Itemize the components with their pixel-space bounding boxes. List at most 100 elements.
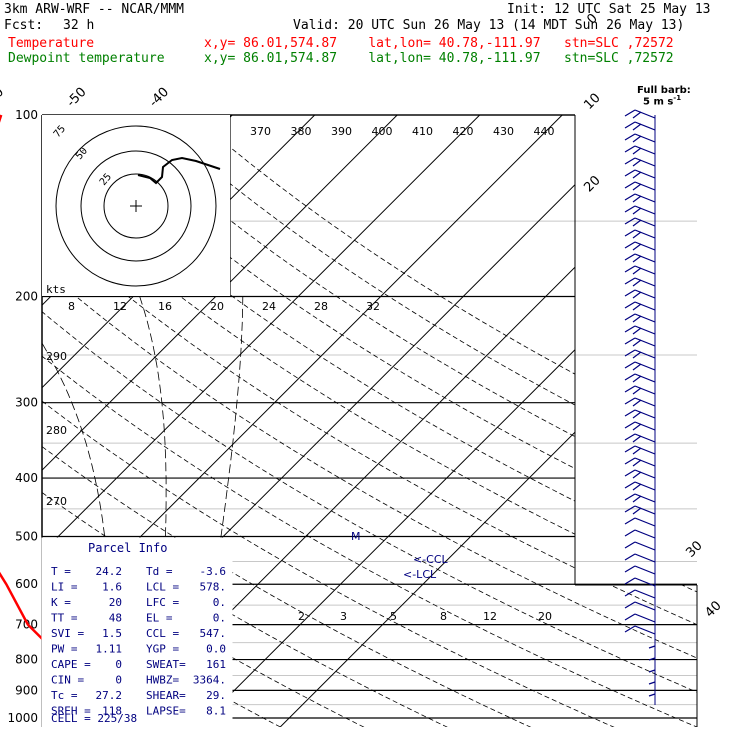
theta-e-tick-label: 20 — [210, 300, 224, 313]
theta-e-tick-label: 8 — [68, 300, 75, 313]
wind-barb-flag — [632, 351, 642, 359]
wind-barb-flag — [624, 577, 636, 585]
wind-barb-flag — [624, 385, 636, 393]
wind-barb-flag — [632, 363, 642, 371]
wind-barb — [634, 277, 656, 287]
wind-barb-flag — [624, 601, 636, 609]
isotherm-tick-label: 30 — [683, 538, 705, 560]
wind-barb — [634, 289, 656, 299]
parcel-row-value-2: -3.6 — [200, 565, 227, 578]
wind-barb — [634, 529, 656, 539]
wind-barb — [648, 645, 656, 649]
valid-time: Valid: 20 UTC Sun 26 May 13 (14 MDT Sun … — [293, 18, 685, 33]
wind-barb — [648, 657, 656, 661]
mixing-ratio-label: 20 — [538, 610, 552, 623]
wind-barb-flag — [624, 397, 636, 405]
wind-barb-flag — [624, 481, 636, 489]
wind-barb — [634, 505, 656, 515]
temperature-location: x,y= 86.01,574.87 lat,lon= 40.78,-111.97… — [204, 36, 674, 51]
wind-barb — [634, 577, 656, 587]
wind-barb-flag — [632, 423, 642, 431]
wind-barb — [634, 157, 656, 167]
wind-barb — [634, 517, 656, 527]
parcel-row-value: 1.11 — [96, 643, 123, 656]
wind-barb-flag — [624, 409, 636, 417]
wind-barb — [634, 385, 656, 395]
wind-barb — [634, 589, 656, 599]
wind-barb-flag — [632, 111, 642, 119]
parcel-row-value-2: 0.0 — [206, 643, 226, 656]
wind-barb — [634, 565, 656, 575]
wind-barb — [634, 397, 656, 407]
wind-barb — [634, 193, 656, 203]
wind-barb-flag — [624, 133, 636, 141]
parcel-info-title: Parcel Info — [88, 541, 167, 555]
wind-barb — [634, 349, 656, 359]
wind-barb-flag — [632, 207, 642, 215]
temperature-legend: Temperature — [8, 36, 95, 51]
wind-barb-flag — [624, 505, 636, 513]
barb-legend-exponent: -1 — [673, 94, 682, 102]
pressure-tick-label: 800 — [15, 653, 38, 667]
parcel-row-value: 24.2 — [96, 565, 123, 578]
wind-barb-flag — [624, 433, 636, 441]
theta-e-tick-label: 28 — [314, 300, 328, 313]
forecast-hours: 32 h — [63, 18, 95, 33]
wind-barb-flag — [624, 565, 636, 573]
wind-barb-flag — [632, 315, 642, 323]
ccl-marker: <-CCL — [413, 553, 449, 566]
wind-barb — [634, 205, 656, 215]
hodograph-ring — [80, 150, 192, 262]
pressure-tick-label: 1000 — [7, 711, 38, 725]
wind-barb-flag — [632, 183, 642, 191]
hodograph-ring — [55, 125, 217, 287]
isotherm — [42, 115, 481, 727]
wind-barb — [634, 409, 656, 419]
wind-barb-flag — [624, 469, 636, 477]
pressure-tick-label: 400 — [15, 471, 38, 485]
init-time: Init: 12 UTC Sat 25 May 13 — [507, 2, 711, 17]
wind-barb-flag — [624, 289, 636, 297]
wind-barb-flag — [632, 219, 642, 227]
wind-barb-flag — [632, 123, 642, 131]
isotherm-tick-label: 40 — [702, 598, 724, 620]
parcel-row-value: 0 — [115, 674, 122, 687]
wind-barb-flag — [624, 241, 636, 249]
parcel-row-value: 48 — [109, 612, 122, 625]
wind-barb — [634, 109, 656, 119]
dewpoint-legend: Dewpoint temperature — [8, 51, 165, 66]
wind-barb-flag — [632, 447, 642, 455]
wind-barb-flag — [624, 457, 636, 465]
pressure-tick-label: 500 — [15, 529, 38, 543]
parcel-row-value: 27.2 — [96, 689, 123, 702]
wind-barb — [634, 433, 656, 443]
parcel-row-value-2: 0. — [213, 596, 226, 609]
wind-barb-flag — [632, 267, 642, 275]
mixing-ratio-label: 12 — [483, 610, 497, 623]
forecast-label: Fcst: — [4, 18, 44, 33]
parcel-row-label-2: LCL = — [146, 581, 179, 594]
wind-barb — [634, 145, 656, 155]
parcel-row-value-2: 8.1 — [206, 705, 226, 718]
wind-barb — [648, 669, 656, 673]
wind-barb-flag — [624, 517, 636, 525]
dry-adiabat — [42, 115, 697, 727]
wind-barb-flag — [632, 375, 642, 383]
wind-barb-flag — [632, 507, 642, 515]
dry-adiabat — [42, 115, 697, 727]
wind-barb — [634, 625, 656, 635]
parcel-row-value-2: 3364. — [193, 674, 226, 687]
dry-adiabat — [42, 115, 539, 727]
wind-barb — [634, 445, 656, 455]
parcel-row-value-2: 547. — [200, 627, 227, 640]
wind-barb — [634, 301, 656, 311]
wind-barb-flag — [632, 159, 642, 167]
barb-legend-units: 5 m s — [643, 96, 674, 108]
wind-barb-flag — [624, 145, 636, 153]
isotherm — [193, 115, 697, 727]
parcel-row-label-2: SHEAR= — [146, 689, 186, 702]
wind-barb-flag — [624, 229, 636, 237]
wind-barb — [634, 241, 656, 251]
dry-adiabat — [42, 115, 697, 727]
parcel-row-label-2: YGP = — [146, 643, 179, 656]
